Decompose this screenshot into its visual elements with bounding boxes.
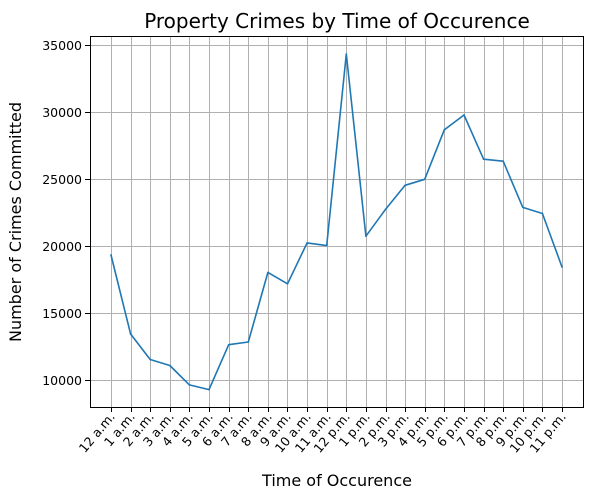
data-point	[306, 242, 308, 244]
y-axis: 10000 15000 20000 25000 30000 35000	[42, 38, 90, 388]
data-point	[345, 53, 348, 55]
y-tick-label: 15000	[42, 306, 82, 321]
data-point	[325, 244, 328, 247]
data-point	[443, 129, 446, 131]
data-point	[110, 254, 112, 256]
series-layer	[110, 53, 563, 391]
data-point	[169, 364, 171, 367]
y-tick-label: 25000	[42, 172, 82, 187]
data-point	[267, 271, 269, 274]
y-axis-label: Number of Crimes Committed	[6, 102, 25, 342]
data-point	[423, 178, 426, 181]
y-tick-label: 30000	[42, 105, 82, 120]
data-point	[482, 158, 485, 160]
data-point	[227, 343, 230, 346]
data-point	[129, 333, 132, 335]
chart-title: Property Crimes by Time of Occurence	[144, 9, 530, 33]
y-tick-label: 35000	[42, 38, 82, 53]
data-point	[522, 206, 524, 209]
grid	[90, 36, 583, 407]
data-point	[149, 358, 151, 361]
x-axis: 12 a.m.1 a.m.2 a.m.3 a.m.4 a.m.5 a.m.6 a…	[76, 407, 569, 456]
data-point	[561, 266, 563, 268]
data-point	[365, 235, 367, 237]
data-point	[286, 283, 289, 285]
x-axis-label: Time of Occurence	[261, 471, 412, 490]
plot-frame	[90, 36, 584, 408]
data-point	[502, 160, 505, 162]
data-point	[188, 384, 191, 386]
data-point	[541, 212, 544, 215]
y-tick-label: 10000	[42, 373, 82, 388]
data-point	[384, 208, 387, 211]
data-point	[247, 341, 250, 343]
series-line	[110, 53, 563, 391]
data-point	[463, 114, 465, 116]
y-tick-label: 20000	[42, 239, 82, 254]
data-point	[208, 388, 210, 391]
data-point	[404, 184, 406, 187]
